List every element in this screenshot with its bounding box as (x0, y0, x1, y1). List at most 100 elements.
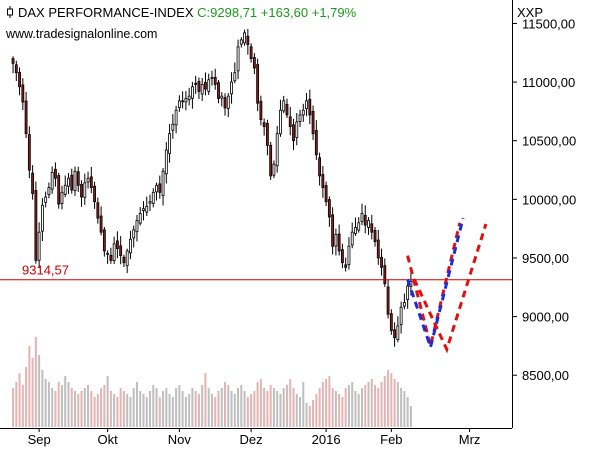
candle-body (181, 100, 185, 103)
candle-body (233, 72, 237, 82)
volume-bar (93, 397, 96, 427)
candle-body (318, 157, 322, 177)
volume-bar (246, 397, 249, 427)
candle-body (373, 230, 377, 242)
candle-body (164, 149, 168, 175)
volume-bar (51, 388, 54, 427)
candle-body (314, 130, 318, 156)
candle-body (112, 243, 116, 262)
candle-body (213, 76, 217, 85)
x-tick-label: Sep (28, 432, 51, 447)
candle-body (174, 109, 178, 126)
volume-bar (390, 373, 393, 427)
candle-body (122, 256, 126, 264)
volume-bar (318, 388, 321, 427)
volume-bar (90, 391, 93, 427)
candle-body (37, 231, 41, 261)
candle-body (282, 100, 286, 112)
candle-body (393, 329, 397, 339)
volume-bar (191, 388, 194, 427)
candle-body (99, 215, 103, 233)
x-tick-label: Okt (98, 432, 119, 447)
volume-bar (380, 382, 383, 427)
volume-bar (158, 397, 161, 427)
volume-bar (233, 394, 236, 427)
volume-bar (351, 382, 354, 427)
candle-body (161, 170, 165, 196)
volume-bar (77, 394, 80, 427)
candle-body (370, 223, 374, 233)
volume-bar (263, 388, 266, 427)
volume-bar (96, 394, 99, 427)
candle-body (327, 199, 331, 218)
volume-bar (279, 394, 282, 427)
volume-bar (80, 391, 83, 427)
candle-body (301, 109, 305, 116)
candle-body (80, 184, 83, 198)
y-tick-label: 11000,00 (522, 75, 575, 90)
candle-body (177, 100, 181, 108)
candle-body (60, 191, 64, 205)
y-tick-label: 10000,00 (522, 192, 576, 207)
volume-bar (387, 370, 390, 427)
candle-body (402, 302, 406, 307)
volume-bar (135, 382, 138, 427)
candle-body (132, 229, 136, 239)
volume-bar (116, 397, 119, 427)
candle-body (383, 265, 387, 285)
candle-body (24, 100, 28, 135)
candle-body (363, 215, 367, 226)
volume-bar (383, 376, 386, 427)
volume-bar (360, 388, 363, 427)
x-axis: Sep Okt Nov Dez 2016 Feb Mrz (28, 428, 480, 447)
candle-body (380, 256, 383, 268)
candle-body (246, 35, 250, 45)
candle-body (125, 250, 129, 267)
candle-body (236, 46, 240, 72)
volume-bar (152, 385, 155, 427)
volume-bar (299, 397, 302, 427)
candle-body (11, 58, 15, 64)
candle-body (57, 175, 61, 205)
candle-body (399, 306, 403, 326)
volume-bar (162, 391, 165, 427)
candle-body (31, 172, 35, 194)
x-tick-label: 2016 (312, 432, 341, 447)
candle-body (73, 170, 77, 192)
candle-body (350, 231, 354, 246)
volume-bar (64, 376, 67, 427)
candle-body (115, 240, 119, 249)
volume-bar (139, 391, 142, 427)
volume-bar (25, 367, 28, 427)
y-tick-label: 10500,00 (522, 134, 576, 149)
candle-body (298, 114, 302, 122)
candle-body (262, 122, 266, 128)
y-tick-label: 8500,00 (522, 368, 569, 383)
volume-bar (237, 388, 240, 427)
candle-body (266, 122, 269, 146)
volume-bar (67, 382, 70, 427)
candle-body (311, 111, 315, 135)
candle-body (204, 82, 207, 90)
volume-bar (171, 397, 174, 427)
volume-bar (276, 391, 279, 427)
candle-body (200, 84, 204, 95)
candle-body (135, 220, 139, 233)
volume-bar (28, 346, 31, 427)
volume-bar (87, 385, 90, 427)
volume-bar (44, 379, 47, 427)
volume-bar (122, 391, 125, 427)
candle-body (96, 202, 100, 219)
volume-bar (374, 385, 377, 427)
volume-bar (184, 397, 187, 427)
volume-bar (38, 355, 41, 427)
volume-bar (224, 382, 227, 427)
candle-body (14, 64, 18, 74)
candle-body (226, 95, 230, 109)
candle-body (344, 264, 348, 268)
volume-bar (175, 388, 178, 427)
candle-body (376, 239, 380, 259)
volume-bar (18, 373, 21, 427)
candle-body (148, 201, 152, 204)
candle-body (321, 174, 325, 189)
